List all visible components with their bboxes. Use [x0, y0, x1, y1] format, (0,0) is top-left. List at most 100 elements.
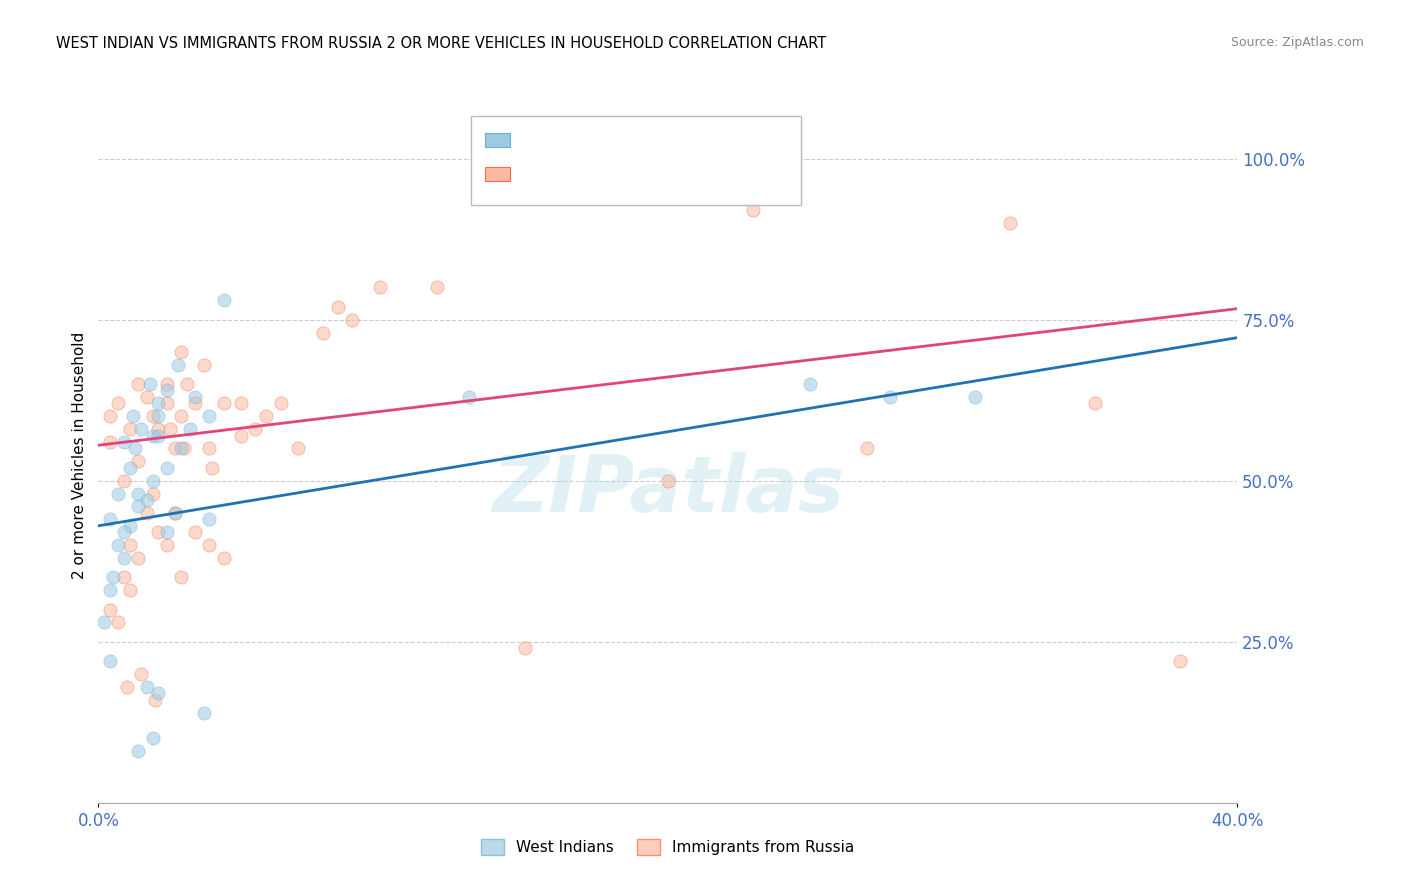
Point	[156, 460, 179, 475]
Point	[112, 435, 135, 450]
Point	[243, 422, 266, 436]
Point	[141, 731, 163, 746]
Point	[141, 428, 163, 442]
Point	[312, 326, 335, 340]
Point	[165, 506, 187, 520]
Point	[368, 280, 391, 294]
Point	[107, 538, 129, 552]
Point	[145, 692, 167, 706]
Point	[118, 538, 141, 552]
Point	[112, 525, 135, 540]
Point	[127, 551, 149, 566]
Point	[148, 422, 170, 436]
Point	[167, 358, 190, 372]
Point	[135, 506, 157, 520]
Point	[340, 312, 363, 326]
Y-axis label: 2 or more Vehicles in Household: 2 or more Vehicles in Household	[72, 331, 87, 579]
Point	[156, 538, 179, 552]
Point	[173, 442, 195, 456]
Point	[212, 551, 235, 566]
Point	[457, 390, 479, 404]
Text: R =: R =	[520, 172, 557, 190]
Point	[165, 442, 187, 456]
Point	[112, 551, 135, 566]
Point	[856, 442, 879, 456]
Point	[212, 293, 235, 308]
Point	[148, 409, 170, 424]
Point	[184, 396, 207, 410]
Point	[176, 377, 198, 392]
Point	[118, 583, 141, 598]
Point	[212, 396, 235, 410]
Point	[998, 216, 1021, 230]
Point	[127, 500, 149, 514]
Point	[98, 512, 121, 526]
Point	[287, 442, 309, 456]
Text: N =: N =	[637, 138, 673, 156]
Point	[170, 344, 193, 359]
Point	[156, 377, 179, 392]
Text: N =: N =	[637, 172, 673, 190]
Text: R =: R =	[520, 138, 557, 156]
Point	[426, 280, 449, 294]
Point	[229, 396, 252, 410]
Point	[141, 474, 163, 488]
Point	[98, 583, 121, 598]
Point	[742, 203, 765, 218]
Point	[118, 422, 141, 436]
Point	[165, 506, 187, 520]
Point	[135, 680, 157, 694]
Point	[270, 396, 292, 410]
Point	[184, 525, 207, 540]
Text: 44: 44	[689, 138, 713, 156]
Point	[179, 422, 201, 436]
Point	[799, 377, 821, 392]
Point	[138, 377, 160, 392]
Point	[184, 390, 207, 404]
Point	[107, 486, 129, 500]
Point	[148, 428, 170, 442]
Point	[93, 615, 115, 630]
Text: 0.218: 0.218	[574, 172, 626, 190]
Point	[98, 602, 121, 616]
Point	[127, 454, 149, 468]
Point	[129, 667, 152, 681]
Point	[135, 493, 157, 508]
Point	[148, 396, 170, 410]
Point	[170, 409, 193, 424]
Point	[98, 654, 121, 668]
Point	[107, 615, 129, 630]
Point	[115, 680, 138, 694]
Point	[965, 390, 987, 404]
Point	[198, 538, 221, 552]
Text: 0.257: 0.257	[574, 138, 626, 156]
Point	[141, 486, 163, 500]
Point	[193, 358, 215, 372]
Point	[515, 641, 537, 656]
Point	[148, 525, 170, 540]
Point	[98, 409, 121, 424]
Point	[1084, 396, 1107, 410]
Point	[118, 460, 141, 475]
Point	[124, 442, 146, 456]
Legend: West Indians, Immigrants from Russia: West Indians, Immigrants from Russia	[475, 833, 860, 862]
Point	[127, 377, 149, 392]
Point	[657, 474, 679, 488]
Point	[326, 300, 349, 314]
Point	[170, 570, 193, 584]
Point	[98, 435, 121, 450]
Point	[879, 390, 901, 404]
Point	[229, 428, 252, 442]
Text: 59: 59	[689, 172, 711, 190]
Point	[129, 422, 152, 436]
Text: ZIPatlas: ZIPatlas	[492, 451, 844, 528]
Point	[198, 442, 221, 456]
Point	[193, 706, 215, 720]
Point	[201, 460, 224, 475]
Point	[198, 409, 221, 424]
Point	[159, 422, 181, 436]
Point	[170, 442, 193, 456]
Point	[156, 525, 179, 540]
Point	[101, 570, 124, 584]
Text: Source: ZipAtlas.com: Source: ZipAtlas.com	[1230, 36, 1364, 49]
